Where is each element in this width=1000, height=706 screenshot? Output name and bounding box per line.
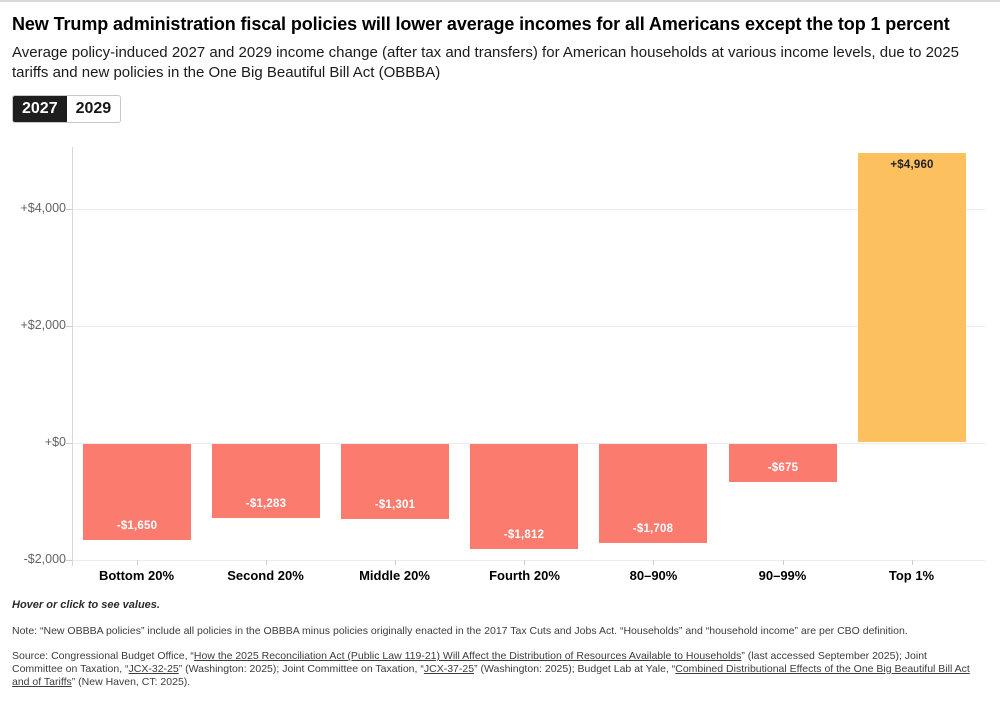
y-axis-tick [66, 209, 72, 210]
source-segment: ” (last accessed September 2025); Joint … [12, 650, 927, 675]
bar-value-label: -$1,301 [374, 499, 416, 511]
x-axis-label: Fourth 20% [489, 568, 560, 583]
source-link[interactable]: Combined Distributional Effects of the O… [12, 663, 970, 688]
year-toggle-2027[interactable]: 2027 [13, 96, 67, 122]
gridline [72, 326, 985, 327]
hover-note: Hover or click to see values. [12, 599, 160, 611]
bar[interactable]: -$675 [729, 444, 837, 482]
x-axis-tick [783, 560, 784, 565]
source-link[interactable]: JCX-32-25 [128, 663, 179, 675]
source-segment: Source: Congressional Budget Office, “ [12, 650, 194, 662]
y-axis-line [72, 147, 73, 566]
x-axis-tick [137, 560, 138, 565]
x-axis-label: Bottom 20% [98, 568, 175, 583]
source-link[interactable]: JCX-37-25 [423, 663, 475, 675]
year-toggle: 2027 2029 [12, 95, 122, 123]
gridline [72, 560, 985, 561]
bar-value-label: -$675 [767, 462, 799, 474]
gridline [72, 443, 985, 444]
x-axis-tick [524, 560, 525, 565]
source-segment: ” (Washington: 2025); Joint Committee on… [178, 663, 424, 675]
source-segment: ” (New Haven, CT: 2025). [71, 676, 191, 688]
bar[interactable]: -$1,708 [599, 444, 707, 543]
year-toggle-2029[interactable]: 2029 [66, 96, 121, 122]
bar-value-label: -$1,283 [245, 498, 287, 510]
y-axis-label: -$2,000 [23, 552, 66, 566]
bar-value-label: -$1,812 [503, 529, 545, 541]
bar[interactable]: -$1,283 [212, 444, 320, 518]
gridline [72, 209, 985, 210]
source-text: Source: Congressional Budget Office, “Ho… [12, 650, 978, 689]
y-axis-label: +$2,000 [20, 318, 66, 332]
bar-value-label: -$1,650 [116, 520, 158, 532]
y-axis-tick [66, 326, 72, 327]
y-axis-label: +$0 [44, 435, 66, 449]
x-axis-tick [912, 560, 913, 565]
bar[interactable]: +$4,960 [858, 153, 966, 442]
x-axis-tick [266, 560, 267, 565]
x-axis-label: 80–90% [629, 568, 678, 583]
x-axis-label: Top 1% [888, 568, 935, 583]
bar[interactable]: -$1,812 [470, 444, 578, 549]
source-link[interactable]: How the 2025 Reconciliation Act (Public … [193, 650, 742, 662]
bar-value-label: -$1,708 [632, 523, 674, 535]
bar-value-label: +$4,960 [890, 159, 934, 171]
source-segment: ” (Washington: 2025); Budget Lab at Yale… [474, 663, 676, 675]
chart-title: New Trump administration fiscal policies… [12, 14, 950, 34]
bar[interactable]: -$1,650 [83, 444, 191, 540]
x-axis-tick [653, 560, 654, 565]
x-axis-label: Middle 20% [359, 568, 430, 583]
bar[interactable]: -$1,301 [341, 444, 449, 519]
note-text: Note: “New OBBBA policies” include all p… [12, 625, 908, 637]
y-axis-tick [66, 560, 72, 561]
x-axis-label: Second 20% [227, 568, 304, 583]
y-axis-label: +$4,000 [20, 201, 66, 215]
y-axis-tick [66, 443, 72, 444]
x-axis-label: 90–99% [758, 568, 807, 583]
x-axis-tick [395, 560, 396, 565]
chart-subtitle: Average policy-induced 2027 and 2029 inc… [12, 44, 959, 81]
